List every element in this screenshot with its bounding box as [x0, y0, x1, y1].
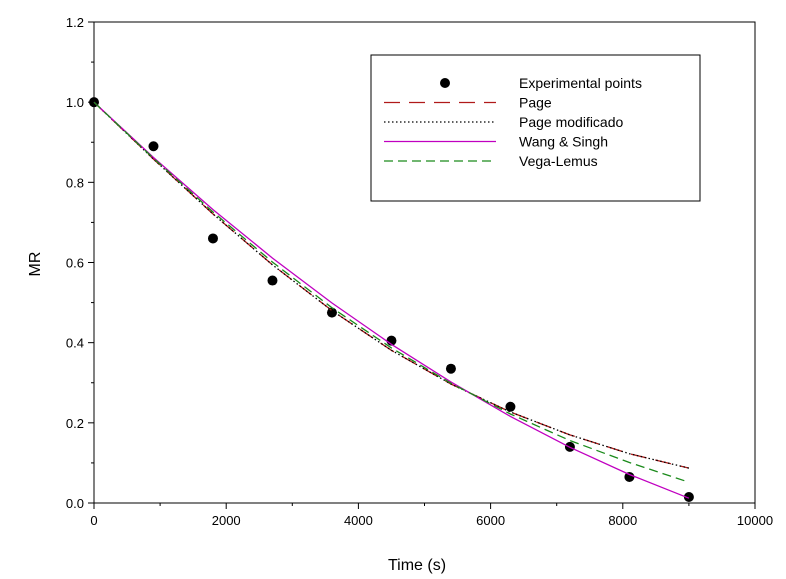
data-point — [445, 363, 456, 374]
x-axis-ticks: 0 2000 4000 6000 8000 10000 — [90, 503, 773, 528]
series-line-wang-singh — [93, 101, 690, 499]
x-tick-label: 2000 — [212, 513, 241, 528]
y-axis-ticks: 0.0 0.2 0.4 0.6 0.8 1.0 1.2 — [66, 15, 94, 511]
x-tick-label: 6000 — [476, 513, 505, 528]
y-tick-label: 0.0 — [66, 496, 84, 511]
series-line-vega-lemus — [93, 101, 690, 483]
y-tick-label: 1.2 — [66, 15, 84, 30]
x-tick-label: 4000 — [344, 513, 373, 528]
legend-box — [370, 54, 701, 202]
x-tick-label: 0 — [90, 513, 97, 528]
data-point — [207, 233, 218, 244]
data-point — [505, 401, 516, 412]
data-point — [624, 471, 635, 482]
data-point — [148, 141, 159, 152]
legend-marker — [440, 78, 450, 88]
y-tick-label: 0.8 — [66, 175, 84, 190]
x-axis-title: Time (s) — [388, 557, 446, 574]
data-point — [267, 275, 278, 286]
series-layer — [89, 97, 694, 502]
y-tick-label: 0.6 — [66, 256, 84, 271]
data-point — [326, 307, 337, 318]
series-line-page-modificado — [93, 101, 690, 469]
y-tick-label: 0.2 — [66, 416, 84, 431]
legend-label: Vega-Lemus — [519, 153, 598, 169]
y-tick-label: 0.4 — [66, 336, 84, 351]
legend-label: Experimental points — [519, 75, 642, 91]
x-tick-label: 10000 — [737, 513, 773, 528]
data-point — [683, 491, 694, 502]
legend-label: Page modificado — [519, 114, 624, 130]
legend-label: Wang & Singh — [519, 134, 608, 150]
legend: Experimental points Page Page modificado Wa… — [370, 54, 701, 202]
y-tick-label: 1.0 — [66, 95, 84, 110]
x-tick-label: 8000 — [608, 513, 637, 528]
y-axis-title: MR — [27, 252, 44, 277]
legend-label: Page — [519, 95, 552, 111]
